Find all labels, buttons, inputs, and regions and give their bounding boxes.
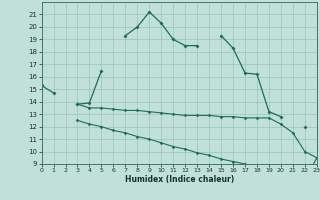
X-axis label: Humidex (Indice chaleur): Humidex (Indice chaleur)	[124, 175, 234, 184]
